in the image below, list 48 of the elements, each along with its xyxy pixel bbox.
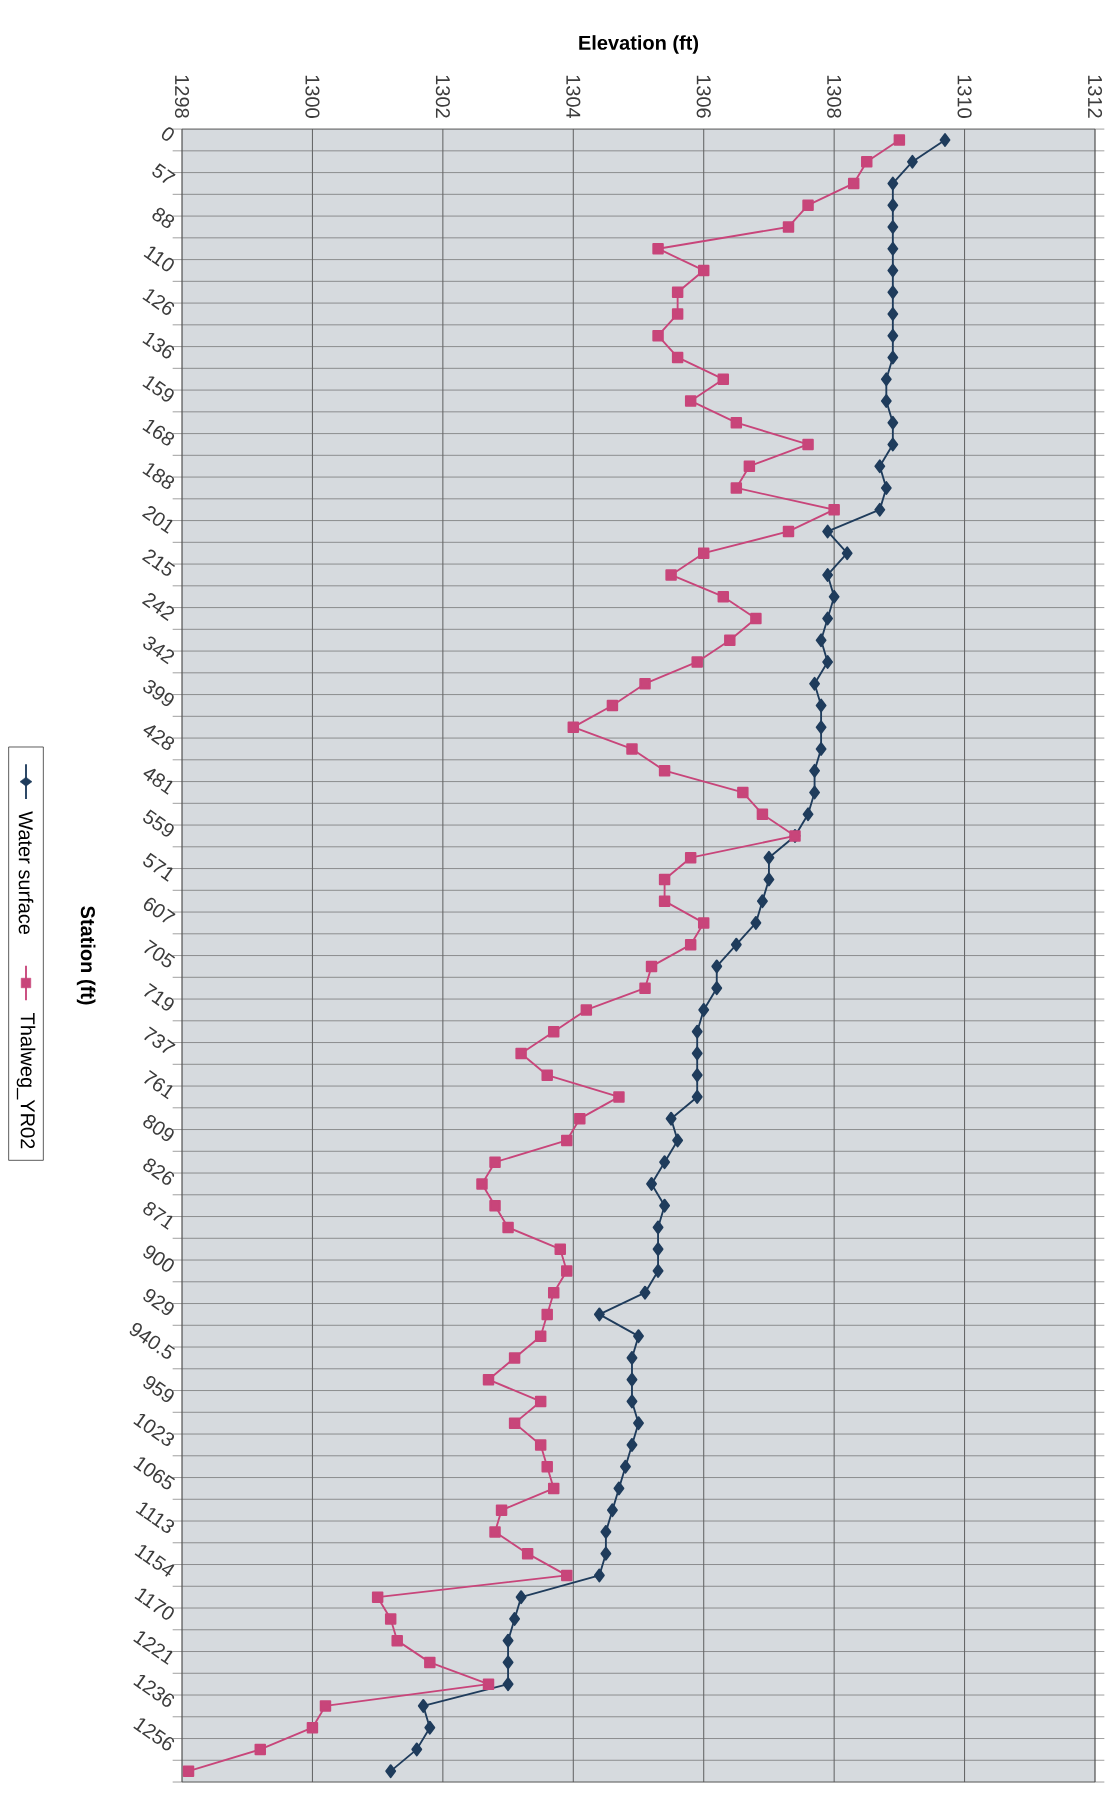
y-tick-label: 1065 bbox=[133, 1457, 176, 1490]
y-tick-label: 737 bbox=[144, 1026, 176, 1054]
x-tick-label: 1308 bbox=[827, 75, 842, 118]
x-tick-label: 1306 bbox=[696, 75, 711, 118]
y-tick-label: 571 bbox=[143, 852, 173, 882]
y-tick-label: 242 bbox=[141, 593, 175, 621]
y-tick-label: 110 bbox=[143, 246, 174, 272]
y-tick-label: 399 bbox=[143, 679, 174, 706]
y-tick-label: 607 bbox=[143, 897, 176, 923]
y-tick-label: 1113 bbox=[135, 1502, 175, 1533]
y-tick-label: 428 bbox=[143, 725, 175, 750]
y-tick-label: 136 bbox=[142, 332, 175, 359]
y-tick-label: 809 bbox=[143, 1114, 174, 1141]
x-axis-title: Elevation (ft) bbox=[579, 35, 699, 54]
x-tick-label: 1298 bbox=[174, 75, 190, 118]
y-tick-label: 559 bbox=[143, 809, 174, 837]
y-tick-label: 342 bbox=[143, 636, 175, 665]
legend-label: Thalweg_YR02 bbox=[16, 1013, 36, 1149]
x-tick-label: 1300 bbox=[305, 75, 320, 118]
y-tick-label: 929 bbox=[143, 1288, 174, 1315]
y-tick-label: 0 bbox=[161, 127, 174, 141]
y-tick-label: 705 bbox=[144, 939, 176, 968]
y-tick-label: 1236 bbox=[133, 1674, 175, 1707]
y-tick-label: 1154 bbox=[134, 1545, 175, 1577]
y-tick-label: 719 bbox=[144, 983, 174, 1011]
x-tick-label: 1310 bbox=[957, 75, 972, 118]
legend-label: Water surface bbox=[18, 811, 34, 935]
y-tick-label: 215 bbox=[141, 549, 176, 576]
y-tick-label: 826 bbox=[143, 1158, 175, 1185]
y-tick-label: 159 bbox=[142, 376, 174, 402]
y-tick-label: 168 bbox=[142, 419, 175, 446]
y-tick-label: 188 bbox=[142, 463, 175, 489]
y-tick-label: 1023 bbox=[133, 1414, 175, 1446]
y-tick-label: 88 bbox=[152, 207, 175, 229]
y-tick-label: 900 bbox=[143, 1245, 174, 1272]
y-tick-label: 1256 bbox=[133, 1718, 175, 1751]
y-tick-label: 57 bbox=[152, 163, 176, 184]
y-tick-label: 201 bbox=[141, 506, 173, 534]
y-tick-label: 481 bbox=[143, 768, 173, 795]
y-tick-label: 1170 bbox=[134, 1588, 174, 1620]
x-tick-label: 1304 bbox=[566, 75, 581, 119]
y-tick-label: 761 bbox=[144, 1070, 173, 1100]
y-tick-label: 871 bbox=[143, 1201, 173, 1230]
y-tick-label: 959 bbox=[143, 1375, 174, 1402]
y-axis-title: Station (ft) bbox=[76, 906, 96, 1005]
y-tick-label: 126 bbox=[142, 289, 175, 315]
x-tick-label: 1312 bbox=[1087, 75, 1103, 118]
x-tick-label: 1302 bbox=[435, 75, 450, 118]
